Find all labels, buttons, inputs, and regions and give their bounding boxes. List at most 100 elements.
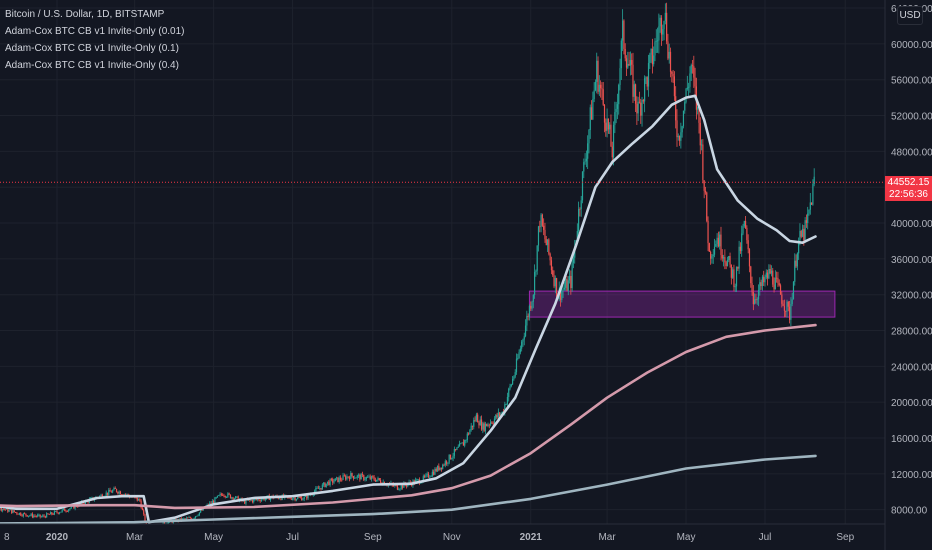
candle-down [651, 48, 653, 65]
candle-down [31, 513, 34, 518]
y-tick-label: 60000.00 [891, 40, 932, 51]
candle-up [594, 81, 597, 91]
candle-down [121, 494, 123, 496]
candle-up [588, 129, 590, 144]
candle-down [301, 497, 303, 501]
bar-countdown: 22:56:36 [889, 188, 928, 200]
candle-up [677, 136, 679, 138]
legend-indicator-01[interactable]: Adam-Cox BTC CB v1 Invite-Only (0.1) [5, 43, 179, 54]
candle-down [782, 303, 784, 306]
candle-up [214, 497, 216, 503]
candle-up [504, 404, 506, 413]
candle-up [113, 488, 115, 491]
candle-down [109, 489, 111, 492]
candle-down [601, 88, 603, 90]
candle-up [790, 303, 792, 320]
candle-down [16, 512, 18, 514]
candle-up [30, 513, 32, 516]
x-tick-label: Mar [126, 532, 144, 543]
candle-down [496, 414, 498, 418]
candle-up [444, 461, 446, 466]
legend-indicator-04[interactable]: Adam-Cox BTC CB v1 Invite-Only (0.4) [5, 60, 179, 71]
legend-indicator-001[interactable]: Adam-Cox BTC CB v1 Invite-Only (0.01) [5, 26, 185, 37]
candle-up [510, 384, 512, 387]
candle-up [813, 176, 815, 184]
y-tick-label: 32000.00 [891, 291, 932, 302]
candle-down [73, 505, 75, 509]
candle-down [52, 514, 54, 516]
candle-up [770, 270, 773, 274]
candle-up [654, 41, 656, 56]
candle-down [544, 229, 546, 240]
candle-up [304, 495, 307, 497]
candle-down [34, 515, 36, 517]
candle-up [786, 301, 788, 312]
candle-up [465, 439, 467, 441]
candle-up [697, 106, 699, 110]
candle-up [609, 124, 611, 130]
candle-up [49, 512, 52, 515]
candle-down [698, 106, 700, 123]
candle-down [3, 509, 5, 510]
candle-down [777, 278, 779, 284]
candle-down [675, 96, 677, 121]
candle-down [119, 491, 122, 495]
y-tick-label: 52000.00 [891, 112, 932, 123]
candle-up [357, 474, 360, 476]
candle-up [536, 245, 538, 271]
candle-down [117, 491, 119, 494]
candle-down [462, 442, 465, 446]
candle-down [259, 500, 261, 502]
candle-down [222, 494, 224, 496]
candle-up [493, 418, 496, 424]
candle-down [143, 510, 145, 515]
candle-up [664, 12, 666, 21]
candle-down [488, 424, 490, 426]
candle-up [618, 84, 620, 105]
candle-down [550, 260, 553, 271]
candle-down [401, 485, 404, 488]
candle-up [759, 282, 761, 291]
candle-down [778, 283, 780, 286]
candle-down [691, 65, 694, 67]
candle-down [710, 251, 712, 259]
candle-down [703, 180, 705, 191]
candle-down [191, 518, 193, 520]
candle-up [641, 100, 643, 116]
candle-up [36, 515, 39, 517]
candle-up [439, 467, 441, 471]
candle-up [620, 40, 622, 69]
candle-up [216, 495, 219, 498]
candle-up [417, 479, 419, 481]
x-tick-label: Jul [286, 532, 299, 543]
candle-up [689, 73, 691, 87]
candle-up [297, 497, 299, 500]
candle-up [22, 513, 24, 517]
candle-down [328, 481, 330, 486]
candle-down [228, 493, 230, 495]
candle-up [637, 101, 639, 114]
candle-down [638, 101, 641, 103]
candle-down [545, 239, 547, 246]
currency-badge[interactable]: USD [897, 6, 923, 25]
candle-down [671, 71, 673, 74]
candle-down [766, 272, 769, 279]
candle-down [805, 220, 808, 223]
candle-down [77, 506, 79, 508]
candle-down [810, 202, 813, 205]
candle-up [257, 499, 259, 500]
candle-up [798, 240, 800, 254]
band-line-2 [0, 323, 817, 510]
candle-down [605, 122, 607, 131]
candle-up [429, 476, 431, 478]
candle-up [193, 517, 195, 519]
candle-down [747, 240, 749, 250]
candle-up [100, 494, 102, 496]
chart-grid [0, 0, 885, 524]
candle-up [42, 515, 44, 517]
candle-down [541, 214, 543, 226]
candle-up [501, 411, 503, 414]
x-tick-label: 8 [4, 532, 10, 543]
legend-symbol[interactable]: Bitcoin / U.S. Dollar, 1D, BITSTAMP [5, 9, 165, 20]
